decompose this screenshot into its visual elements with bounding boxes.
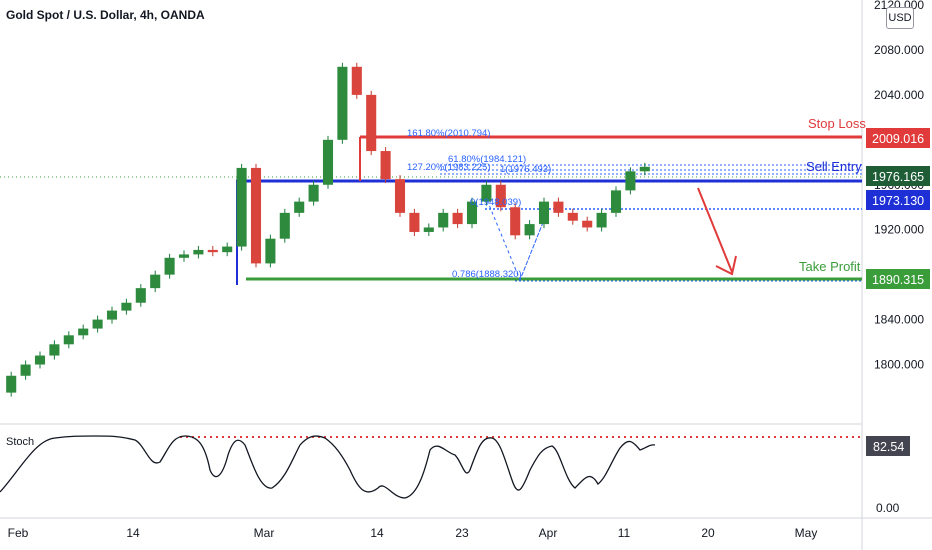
stoch-badge	[866, 436, 910, 456]
fib-label-0: 0(1948.039)	[470, 197, 521, 208]
candle	[481, 184, 492, 202]
candle	[553, 201, 564, 213]
candle	[639, 166, 650, 172]
stoch-line	[0, 435, 656, 499]
candle	[409, 212, 420, 232]
candle	[380, 151, 391, 180]
candle	[423, 227, 434, 232]
stoch-axis-bottom: 0.00	[876, 501, 900, 515]
candle	[567, 212, 578, 221]
candle	[92, 319, 103, 329]
x-tick-0: Feb	[8, 526, 29, 540]
candle	[20, 364, 31, 376]
stop-loss-label: Stop Loss	[808, 116, 866, 131]
sell-entry-label: Sell Entry	[806, 159, 862, 174]
candle	[308, 184, 319, 202]
candle	[438, 212, 449, 228]
y-tick-8: 1800.000	[874, 358, 924, 372]
candle	[524, 224, 535, 236]
candle	[121, 302, 132, 311]
stoch-title: Stoch	[6, 436, 35, 448]
candle	[466, 201, 478, 225]
support-badge	[866, 190, 930, 210]
candle	[150, 274, 161, 289]
candle	[265, 238, 276, 264]
sell-entry-badge	[866, 166, 930, 186]
take-profit-badge	[866, 269, 930, 289]
x-tick-4: 23	[455, 526, 469, 540]
candle	[34, 355, 46, 365]
candle	[207, 249, 218, 253]
candle	[279, 212, 290, 239]
price-axis[interactable]: 2120.0002080.0002040.0002000.0001960.000…	[874, 0, 924, 372]
candle	[596, 212, 607, 228]
fib-label-618: 61.80%(1984.121)	[448, 154, 526, 165]
y-tick-7: 1840.000	[874, 313, 924, 327]
fib-label-127: 127.20%(1983.225)	[407, 162, 490, 173]
x-tick-1: 14	[126, 526, 140, 540]
y-tick-2: 2040.000	[874, 88, 924, 102]
stop-loss-badge	[866, 128, 930, 148]
fib-pattern-lines	[484, 194, 549, 282]
candle	[236, 167, 247, 247]
candle	[625, 171, 636, 191]
take-profit-label: Take Profit	[799, 259, 861, 274]
candles-group	[6, 62, 650, 397]
candle	[250, 167, 262, 264]
x-tick-5: Apr	[539, 526, 558, 540]
candle	[135, 288, 146, 303]
candle	[610, 190, 622, 213]
candle	[322, 139, 334, 185]
x-tick-7: 20	[701, 526, 715, 540]
candle	[222, 246, 233, 253]
time-axis[interactable]: Feb 14 Mar 14 23 Apr 11 20 May	[8, 526, 818, 540]
candle	[394, 179, 406, 213]
candle	[366, 94, 377, 152]
candle	[6, 375, 17, 393]
x-tick-8: May	[795, 526, 818, 540]
candle	[495, 184, 506, 208]
candle	[351, 66, 362, 95]
y-tick-5: 1920.000	[874, 223, 924, 237]
candle	[510, 207, 521, 236]
y-tick-1: 2080.000	[874, 43, 924, 57]
stop-loss-badge-value: 2009.016	[872, 132, 924, 146]
candle	[582, 220, 593, 228]
candle	[452, 212, 463, 225]
candle	[294, 201, 305, 213]
x-tick-2: Mar	[254, 526, 275, 540]
candle	[193, 249, 204, 255]
currency-button[interactable]: USD	[886, 7, 914, 29]
candle	[49, 344, 60, 356]
candle	[106, 310, 118, 320]
sell-entry-badge-value: 1976.165	[872, 170, 924, 184]
candle	[337, 66, 348, 140]
candle	[78, 328, 89, 336]
fib-label-1: 1(1976.493)	[500, 164, 551, 175]
fib-label-0786: 0.786(1888.320)	[452, 269, 522, 280]
chart-title: Gold Spot / U.S. Dollar, 4h, OANDA	[6, 8, 205, 22]
candle	[178, 254, 190, 258]
x-tick-6: 11	[618, 526, 631, 540]
candle	[164, 257, 175, 275]
take-profit-badge-value: 1890.315	[872, 273, 924, 287]
candle	[538, 201, 550, 225]
fib-label-161: 161.80%(2010.794)	[407, 128, 490, 139]
x-tick-3: 14	[370, 526, 384, 540]
candle	[63, 335, 74, 345]
support-badge-value: 1973.130	[872, 194, 924, 208]
stoch-badge-value: 82.54	[873, 440, 904, 454]
sell-arrow	[697, 187, 737, 276]
